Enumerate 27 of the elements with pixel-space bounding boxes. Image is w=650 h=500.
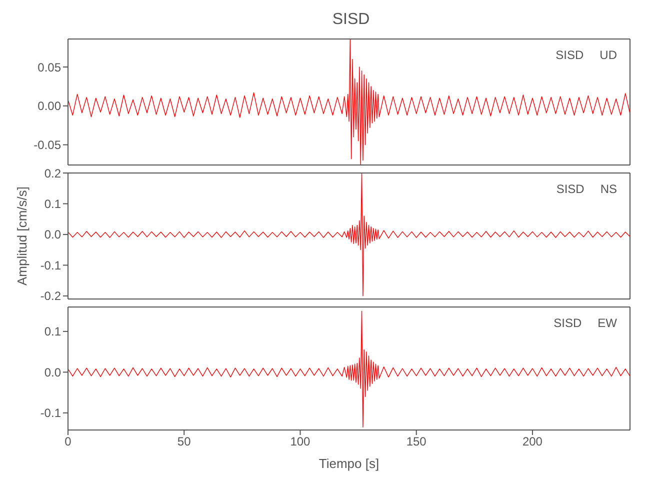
x-tick-label: 150 bbox=[406, 434, 427, 449]
x-tick-label: 100 bbox=[290, 434, 311, 449]
x-tick-label: 0 bbox=[64, 434, 72, 449]
annotation: EW bbox=[598, 316, 617, 330]
y-tick-label: -0.2 bbox=[40, 289, 62, 304]
y-axis-title: Amplitud [cm/s/s] bbox=[14, 186, 30, 286]
y-tick-label: 0.0 bbox=[44, 228, 62, 242]
y-tick-label: 0.00 bbox=[38, 99, 62, 114]
y-tick-label: -0.1 bbox=[40, 258, 62, 272]
annotation: UD bbox=[600, 48, 617, 62]
annotation: SISD bbox=[556, 182, 584, 196]
y-tick-label: 0.1 bbox=[44, 324, 62, 339]
chart-title: SISD bbox=[331, 10, 371, 30]
x-tick-label: 200 bbox=[522, 434, 543, 449]
annotation: SISD bbox=[554, 316, 582, 330]
y-tick-label: -0.1 bbox=[40, 406, 62, 420]
y-tick-label: 0.1 bbox=[44, 196, 62, 211]
y-tick-label: 0.0 bbox=[44, 365, 62, 380]
x-tick-label: 50 bbox=[177, 434, 192, 449]
annotation: SISD bbox=[556, 48, 584, 62]
y-tick-label: -0.05 bbox=[34, 138, 62, 152]
x-axis-title: Tiempo [s] bbox=[318, 456, 380, 471]
line-series bbox=[68, 310, 630, 428]
line-series bbox=[68, 39, 630, 165]
y-tick-label: 0.2 bbox=[44, 166, 62, 180]
annotation: NS bbox=[600, 182, 617, 196]
y-tick-label: 0.05 bbox=[38, 60, 62, 74]
